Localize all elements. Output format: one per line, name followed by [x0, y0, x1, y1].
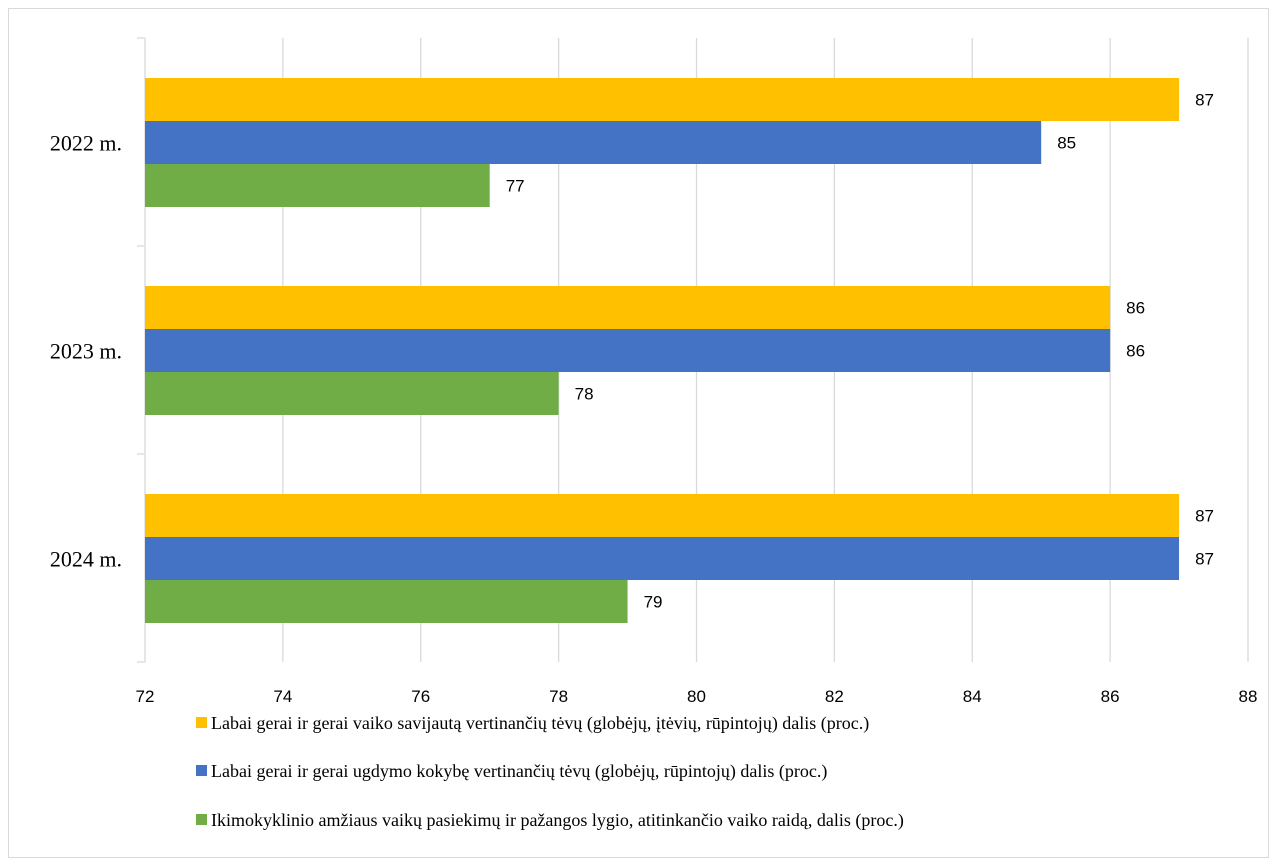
bar — [145, 78, 1180, 121]
category-labels: 2022 m. 2023 m. 2024 m. — [50, 131, 122, 572]
legend-label: Ikimokyklinio amžiaus vaikų pasiekimų ir… — [211, 810, 904, 831]
data-label: 87 — [1195, 91, 1214, 110]
data-label: 87 — [1195, 507, 1214, 526]
category-label: 2024 m. — [50, 547, 122, 572]
x-tick-label: 82 — [825, 687, 844, 706]
x-tick-label: 84 — [963, 687, 982, 706]
data-label: 86 — [1126, 299, 1145, 318]
bar — [145, 580, 628, 623]
bar — [145, 494, 1180, 537]
bar — [145, 286, 1111, 329]
data-label: 86 — [1126, 342, 1145, 361]
category-label: 2022 m. — [50, 131, 122, 156]
bars — [145, 78, 1180, 623]
category-label: 2023 m. — [50, 339, 122, 364]
bar — [145, 537, 1180, 580]
data-label: 87 — [1195, 550, 1214, 569]
legend-swatch — [196, 717, 207, 728]
legend-label: Labai gerai ir gerai ugdymo kokybę verti… — [211, 761, 827, 782]
bar — [145, 121, 1042, 164]
category-axis — [137, 37, 145, 663]
bar — [145, 329, 1111, 372]
legend-swatch — [196, 765, 207, 776]
x-tick-label: 72 — [136, 687, 155, 706]
legend: Labai gerai ir gerai vaiko savijautą ver… — [196, 713, 904, 831]
legend-label: Labai gerai ir gerai vaiko savijautą ver… — [211, 713, 869, 734]
x-tick-label: 76 — [411, 687, 430, 706]
x-tick-label: 88 — [1239, 687, 1258, 706]
data-label: 77 — [506, 177, 525, 196]
bar — [145, 164, 490, 207]
x-tick-label: 80 — [687, 687, 706, 706]
x-tick-label: 78 — [549, 687, 568, 706]
x-tick-label: 86 — [1101, 687, 1120, 706]
legend-swatch — [196, 814, 207, 825]
x-tick-label: 74 — [273, 687, 292, 706]
data-label: 79 — [644, 593, 663, 612]
data-labels: 87 85 77 86 86 78 87 87 79 — [506, 91, 1214, 612]
x-tick-labels: 72 74 76 78 80 82 84 86 88 — [136, 687, 1258, 706]
data-label: 85 — [1057, 134, 1076, 153]
bar — [145, 372, 559, 415]
data-label: 78 — [575, 385, 594, 404]
